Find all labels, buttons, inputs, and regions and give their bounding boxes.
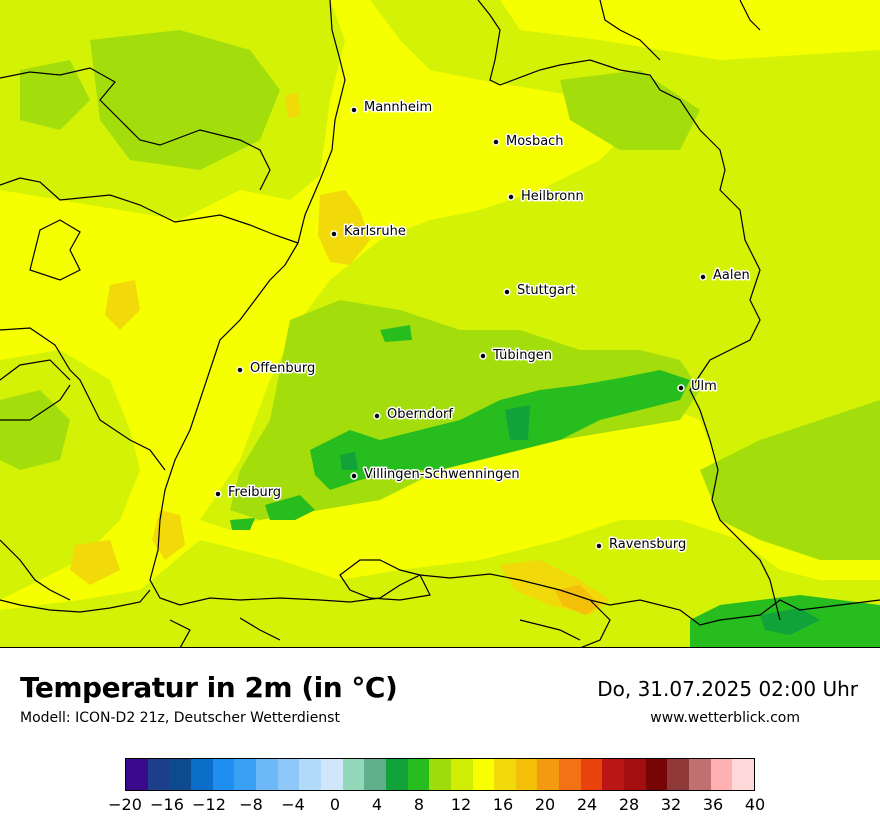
svg-text:Stuttgart: Stuttgart [517, 283, 575, 298]
legend-tick-label: 4 [371, 795, 383, 814]
city-heilbronn: Heilbronn [507, 188, 585, 206]
legend-swatch [342, 759, 365, 790]
legend-tick-label: 32 [660, 795, 682, 814]
legend-swatch [515, 759, 538, 790]
city-oberndorf: Oberndorf [373, 406, 455, 424]
city-karlsruhe: Karlsruhe [330, 223, 407, 241]
legend-swatch [537, 759, 560, 790]
legend-swatch [667, 759, 690, 790]
borders [0, 0, 880, 647]
city-villingen-schwenningen: Villingen-Schwenningen [350, 466, 521, 484]
legend-tick-label: 8 [413, 795, 425, 814]
legend-swatch [169, 759, 191, 790]
city-offenburg: Offenburg [236, 360, 317, 378]
legend-tick-label: −20 [108, 795, 142, 814]
legend-swatch [429, 759, 451, 790]
legend-tick-label: 36 [702, 795, 724, 814]
svg-text:Mannheim: Mannheim [364, 100, 432, 115]
legend-tick-label: −16 [150, 795, 184, 814]
svg-text:Oberndorf: Oberndorf [387, 407, 453, 422]
legend-swatch [602, 759, 625, 790]
legend-swatch [277, 759, 300, 790]
temperature-map: Mannheim Mosbach Heilbronn Karlsruhe Aal… [0, 0, 880, 648]
legend-swatch [689, 759, 711, 790]
legend-swatch [624, 759, 646, 790]
legend-swatch [190, 759, 213, 790]
legend-swatch [212, 759, 235, 790]
city-aalen: Aalen [699, 267, 751, 285]
city-freiburg: Freiburg [214, 484, 283, 502]
svg-text:Freiburg: Freiburg [228, 485, 281, 500]
svg-text:Mosbach: Mosbach [506, 134, 564, 149]
legend-ticks: −20 −16 −12 −8 −4 0 4 8 12 16 20 24 28 32 36 40 [0, 795, 880, 819]
legend-tick-label: 12 [450, 795, 472, 814]
city-markers: Mannheim Mosbach Heilbronn Karlsruhe Aal… [214, 99, 751, 554]
map-title: Temperatur in 2m (in °C) [20, 671, 398, 704]
forecast-datetime: Do, 31.07.2025 02:00 Uhr [597, 677, 858, 701]
city-mannheim: Mannheim [350, 99, 434, 117]
legend-tick-label: −12 [192, 795, 226, 814]
legend-swatch [407, 759, 430, 790]
website-credit: www.wetterblick.com [650, 710, 800, 726]
svg-text:Offenburg: Offenburg [250, 361, 315, 376]
legend-tick-label: 0 [329, 795, 341, 814]
legend-swatch [559, 759, 581, 790]
legend-tick-label: −8 [239, 795, 263, 814]
svg-text:Heilbronn: Heilbronn [521, 189, 584, 204]
city-stuttgart: Stuttgart [503, 282, 577, 300]
legend-swatch [320, 759, 343, 790]
legend-tick-label: 28 [618, 795, 640, 814]
svg-text:Ravensburg: Ravensburg [609, 537, 686, 552]
legend-swatch [234, 759, 256, 790]
legend-swatch [645, 759, 668, 790]
legend-tick-label: −4 [281, 795, 305, 814]
legend-swatch [126, 759, 148, 790]
legend-swatch [364, 759, 386, 790]
city-ulm: Ulm [677, 378, 718, 396]
legend-swatch [710, 759, 733, 790]
legend-swatch [472, 759, 495, 790]
legend-swatch [255, 759, 278, 790]
city-ravensburg: Ravensburg [595, 536, 688, 554]
legend-swatch [299, 759, 321, 790]
svg-text:Aalen: Aalen [713, 268, 750, 283]
svg-text:Ulm: Ulm [691, 379, 717, 394]
temperature-field-mid [0, 30, 880, 560]
svg-text:Tübingen: Tübingen [492, 348, 552, 363]
temperature-field-cold [340, 405, 820, 635]
model-info: Modell: ICON-D2 21z, Deutscher Wetterdie… [20, 710, 340, 726]
color-legend [125, 758, 755, 791]
svg-text:Karlsruhe: Karlsruhe [344, 224, 406, 239]
legend-tick-label: 40 [744, 795, 766, 814]
river-rhine [269, 242, 299, 281]
city-mosbach: Mosbach [492, 133, 565, 151]
legend-tick-label: 16 [492, 795, 514, 814]
legend-swatch [732, 759, 755, 790]
legend-swatch [385, 759, 408, 790]
svg-text:Villingen-Schwenningen: Villingen-Schwenningen [364, 467, 520, 482]
legend-swatch [450, 759, 473, 790]
legend-swatch [580, 759, 603, 790]
city-tuebingen: Tübingen [479, 347, 554, 365]
legend-swatch [147, 759, 170, 790]
legend-tick-label: 24 [576, 795, 598, 814]
legend-tick-label: 20 [534, 795, 556, 814]
legend-swatch [494, 759, 516, 790]
